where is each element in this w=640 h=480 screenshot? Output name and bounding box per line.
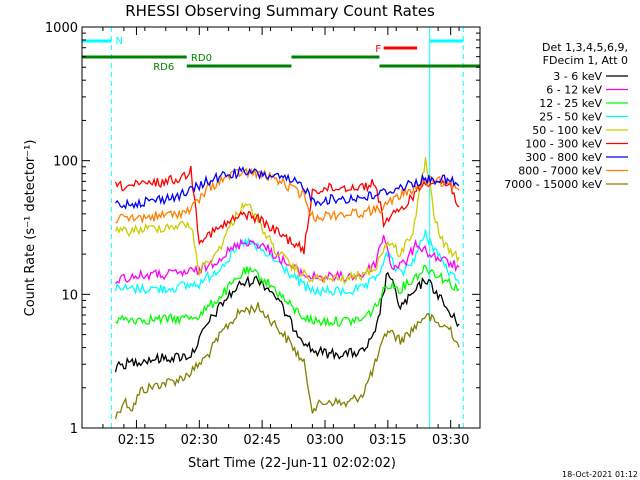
y-tick-label: 1 xyxy=(70,422,78,437)
annotation-f: F xyxy=(375,44,381,55)
series-line-4 xyxy=(114,157,460,285)
y-axis-label: Count Rate (s⁻¹ detector⁻¹) xyxy=(23,140,38,317)
legend-header-line: FDecim 1, Att 0 xyxy=(543,54,628,67)
legend-entry-label: 6 - 12 keV xyxy=(546,84,602,97)
x-tick-label: 02:15 xyxy=(118,433,155,448)
legend-entry-label: 3 - 6 keV xyxy=(553,70,602,83)
footer-timestamp: 18-Oct-2021 01:12 xyxy=(562,470,638,479)
legend-entry-label: 12 - 25 keV xyxy=(539,97,602,110)
series-line-6 xyxy=(114,165,460,210)
legend: Det 1,3,4,5,6,9,FDecim 1, Att 0 3 - 6 keV… xyxy=(504,41,628,191)
annotation-n: N xyxy=(116,36,123,47)
x-tick-label: 03:00 xyxy=(306,433,343,448)
x-axis-label: Start Time (22-Jun-11 02:02:02) xyxy=(188,456,396,471)
y-tick-label: 100 xyxy=(53,155,78,170)
legend-entry-label: 800 - 7000 keV xyxy=(518,165,602,178)
state-lines: N RD0 RD6 F xyxy=(82,27,480,428)
annotation-rd0: RD0 xyxy=(191,53,212,64)
y-tick-label: 1000 xyxy=(45,21,78,36)
series-line-3 xyxy=(114,229,460,298)
legend-header-line: Det 1,3,4,5,6,9, xyxy=(542,41,628,54)
chart-title: RHESSI Observing Summary Count Rates xyxy=(125,2,435,20)
legend-entry-label: 100 - 300 keV xyxy=(525,138,602,151)
plot-frame xyxy=(81,26,481,429)
annotation-rd6: RD6 xyxy=(153,62,174,73)
series-layer xyxy=(114,157,460,420)
legend-entry-label: 25 - 50 keV xyxy=(539,111,602,124)
x-tick-label: 02:30 xyxy=(181,433,218,448)
series-line-2 xyxy=(115,264,460,328)
series-line-1 xyxy=(115,234,460,284)
plot-background xyxy=(82,27,480,428)
ticks-layer: 1 10 100 1000 02:15 02:30 02:45 03:00 03:15 03:30 xyxy=(45,21,481,448)
y-tick-label: 10 xyxy=(61,288,78,303)
x-tick-label: 02:45 xyxy=(243,433,280,448)
series-line-5 xyxy=(114,165,460,255)
series-line-8 xyxy=(114,302,460,420)
legend-entry-label: 300 - 800 keV xyxy=(525,151,602,164)
series-line-7 xyxy=(115,166,460,225)
x-tick-label: 03:15 xyxy=(369,433,406,448)
legend-entry-label: 7000 - 15000 keV xyxy=(504,178,602,191)
x-tick-label: 03:30 xyxy=(432,433,469,448)
series-line-0 xyxy=(114,271,460,373)
axes-layer xyxy=(81,26,481,429)
plot-area xyxy=(82,27,480,428)
legend-entry-label: 50 - 100 keV xyxy=(532,124,602,137)
